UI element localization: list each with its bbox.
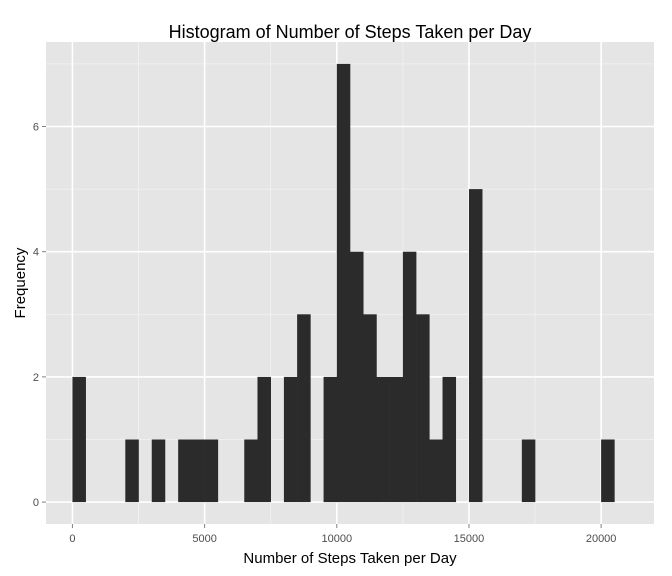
- x-tick-label: 15000: [454, 533, 485, 545]
- histogram-bar: [72, 376, 86, 503]
- histogram-bar: [244, 439, 258, 503]
- histogram-bar: [363, 314, 377, 503]
- y-axis: 0 2 4 6: [33, 122, 46, 509]
- histogram-bar: [178, 439, 192, 503]
- histogram-bar: [376, 376, 390, 503]
- y-tick-label: 6: [33, 122, 39, 134]
- histogram-bar: [336, 63, 351, 503]
- histogram-bar: [323, 376, 338, 503]
- chart-title: Histogram of Number of Steps Taken per D…: [169, 22, 532, 42]
- x-tick-label: 10000: [321, 533, 352, 545]
- y-tick-label: 2: [33, 372, 39, 384]
- histogram-bar: [125, 439, 139, 503]
- histogram-bar: [151, 439, 166, 503]
- x-tick-label: 0: [69, 533, 75, 545]
- y-axis-title: Frequency: [12, 247, 29, 318]
- histogram-bar: [257, 376, 271, 503]
- x-axis: 0 5000 10000 15000 20000: [69, 524, 616, 545]
- x-axis-title: Number of Steps Taken per Day: [243, 550, 457, 567]
- histogram-bar: [442, 376, 457, 503]
- histogram-bar: [429, 439, 443, 503]
- histogram-bar: [204, 439, 219, 503]
- histogram-bar: [283, 376, 298, 503]
- histogram-bar: [191, 439, 205, 503]
- x-tick-label: 20000: [586, 533, 617, 545]
- histogram-bars: [72, 63, 615, 503]
- y-tick-label: 0: [33, 497, 39, 509]
- x-tick-label: 5000: [192, 533, 216, 545]
- histogram-bar: [601, 439, 615, 503]
- histogram-bar: [389, 376, 404, 503]
- histogram-bar: [416, 314, 430, 503]
- histogram-bar: [521, 439, 536, 503]
- histogram-bar: [297, 314, 311, 503]
- histogram-bar: [402, 251, 417, 503]
- histogram-bar: [350, 251, 364, 503]
- histogram-bar: [468, 189, 483, 503]
- y-tick-label: 4: [33, 247, 39, 259]
